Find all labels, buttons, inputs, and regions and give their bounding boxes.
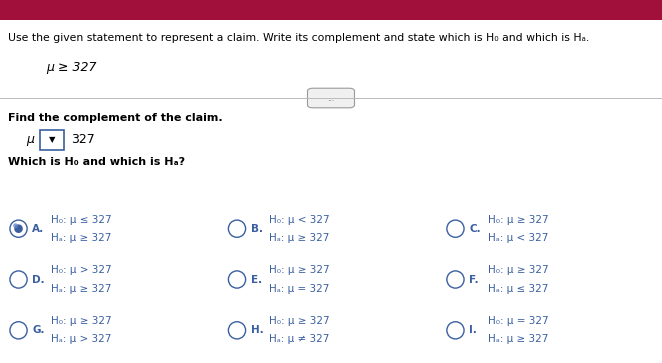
Text: Hₐ: μ ≥ 327: Hₐ: μ ≥ 327 <box>51 284 111 294</box>
FancyBboxPatch shape <box>40 130 64 150</box>
Ellipse shape <box>447 271 464 288</box>
Text: Hₐ: μ > 327: Hₐ: μ > 327 <box>51 334 111 344</box>
Text: B.: B. <box>251 224 263 234</box>
Ellipse shape <box>14 224 23 233</box>
Text: H₀: μ ≥ 327: H₀: μ ≥ 327 <box>488 265 549 276</box>
Ellipse shape <box>10 220 27 237</box>
Text: Which is H₀ and which is Hₐ?: Which is H₀ and which is Hₐ? <box>8 156 185 167</box>
Text: μ: μ <box>26 133 34 146</box>
Text: Find the complement of the claim.: Find the complement of the claim. <box>8 113 222 123</box>
Text: Hₐ: μ < 327: Hₐ: μ < 327 <box>488 233 548 243</box>
Text: H₀: μ ≥ 327: H₀: μ ≥ 327 <box>269 265 330 276</box>
Text: C.: C. <box>469 224 481 234</box>
Ellipse shape <box>10 271 27 288</box>
Text: Hₐ: μ ≠ 327: Hₐ: μ ≠ 327 <box>269 334 330 344</box>
FancyBboxPatch shape <box>307 88 355 108</box>
Text: G.: G. <box>32 325 45 335</box>
Text: Use the given statement to represent a claim. Write its complement and state whi: Use the given statement to represent a c… <box>8 33 589 43</box>
Text: Hₐ: μ ≥ 327: Hₐ: μ ≥ 327 <box>488 334 548 344</box>
Text: Hₐ: μ ≤ 327: Hₐ: μ ≤ 327 <box>488 284 548 294</box>
Text: Hₐ: μ ≥ 327: Hₐ: μ ≥ 327 <box>269 233 330 243</box>
Text: F.: F. <box>469 274 479 285</box>
Ellipse shape <box>13 223 18 228</box>
Text: E.: E. <box>251 274 262 285</box>
Text: H₀: μ ≤ 327: H₀: μ ≤ 327 <box>51 215 112 225</box>
Text: H₀: μ > 327: H₀: μ > 327 <box>51 265 112 276</box>
Text: H₀: μ ≥ 327: H₀: μ ≥ 327 <box>269 316 330 326</box>
Text: H₀: μ < 327: H₀: μ < 327 <box>269 215 330 225</box>
Ellipse shape <box>447 220 464 237</box>
Text: Hₐ: μ = 327: Hₐ: μ = 327 <box>269 284 330 294</box>
FancyBboxPatch shape <box>0 0 662 20</box>
Text: Hₐ: μ ≥ 327: Hₐ: μ ≥ 327 <box>51 233 111 243</box>
Text: μ ≥ 327: μ ≥ 327 <box>46 61 97 74</box>
Ellipse shape <box>228 322 246 339</box>
Text: H₀: μ = 327: H₀: μ = 327 <box>488 316 549 326</box>
Text: I.: I. <box>469 325 477 335</box>
Ellipse shape <box>228 220 246 237</box>
Ellipse shape <box>10 322 27 339</box>
Text: H₀: μ ≥ 327: H₀: μ ≥ 327 <box>51 316 112 326</box>
Text: A.: A. <box>32 224 45 234</box>
Ellipse shape <box>228 271 246 288</box>
Text: 327: 327 <box>71 133 95 146</box>
Text: H₀: μ ≥ 327: H₀: μ ≥ 327 <box>488 215 549 225</box>
Ellipse shape <box>447 322 464 339</box>
Text: ...: ... <box>328 94 334 102</box>
Text: H.: H. <box>251 325 263 335</box>
Text: ▼: ▼ <box>49 135 56 144</box>
Text: D.: D. <box>32 274 45 285</box>
